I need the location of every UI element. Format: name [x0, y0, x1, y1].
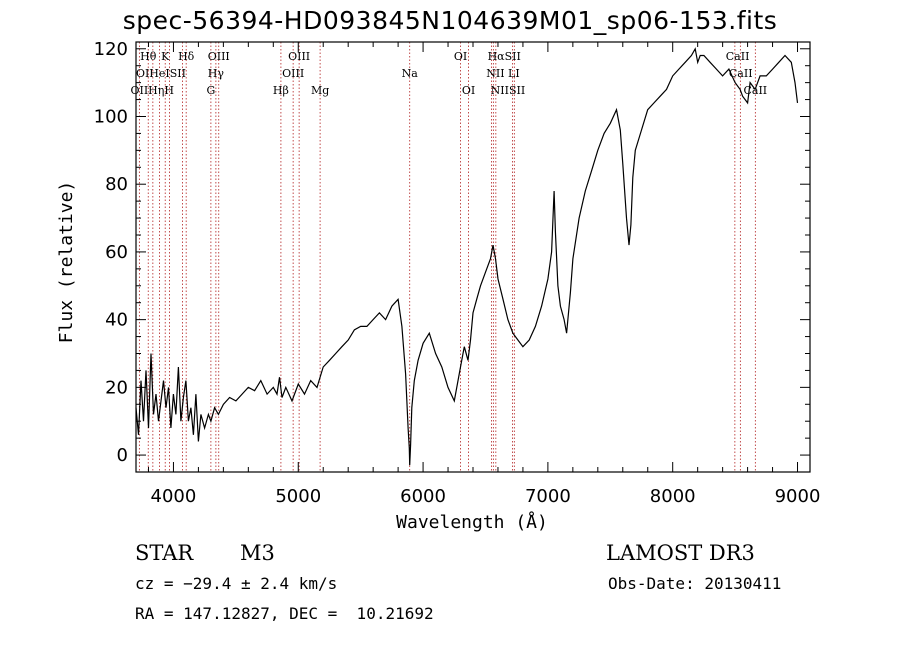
- object-subclass: M3: [240, 541, 275, 565]
- axis-ticks-layer: 4000 5000 6000 7000 8000 9000 0 20 40 60 80 100 120: [94, 39, 821, 507]
- obs-date-text: Obs-Date: 20130411: [608, 574, 782, 593]
- y-tick-label: 0: [117, 445, 128, 466]
- spectral-line-label: Mg: [311, 84, 329, 97]
- x-tick-label: 5000: [275, 486, 321, 507]
- spectral-line-label: CaII: [729, 67, 753, 80]
- spectral-line-label: Hθ: [140, 50, 157, 63]
- spectral-line-label: CaII: [726, 50, 750, 63]
- y-tick-label: 20: [105, 377, 128, 398]
- spectral-line-label: Na: [402, 67, 419, 80]
- y-tick-label: 40: [105, 310, 128, 331]
- y-tick-label: 100: [94, 106, 128, 127]
- x-tick-label: 9000: [775, 486, 821, 507]
- spectral-line-label: NIISII: [491, 84, 526, 97]
- spectral-line-label: K: [161, 50, 170, 63]
- x-tick-label: 6000: [400, 486, 446, 507]
- spectral-line-label: HαSII: [488, 50, 521, 63]
- object-class: STAR: [135, 541, 194, 565]
- spectral-line-label: Hδ: [178, 50, 195, 63]
- redshift-text: cz = −29.4 ± 2.4 km/s: [135, 574, 338, 593]
- spectral-line-labels-layer: Hθ K Hδ OIII OIII OI HαSII CaII OIHeISII Hγ OIII Na…: [130, 50, 767, 97]
- x-tick-label: 7000: [525, 486, 571, 507]
- y-tick-label: 120: [94, 39, 128, 60]
- x-tick-label: 4000: [151, 486, 197, 507]
- spectrum-line: [135, 47, 799, 466]
- spectral-line-label: G: [206, 84, 215, 97]
- survey-name: LAMOST DR3: [606, 541, 755, 565]
- y-tick-label: 80: [105, 174, 128, 195]
- plot-frame: [135, 41, 811, 473]
- spectral-line-label: OIII: [282, 67, 304, 80]
- spectral-line-label: OIHeISII: [136, 67, 186, 80]
- y-axis-label: Flux (relative): [56, 181, 77, 344]
- radec-text: RA = 147.12827, DEC = 10.21692: [135, 604, 434, 623]
- spectral-line-label: OIII: [288, 50, 310, 63]
- x-axis-label: Wavelength (Å): [396, 511, 548, 533]
- y-tick-label: 60: [105, 242, 128, 263]
- spectral-lines-layer: [138, 42, 756, 472]
- x-tick-label: 8000: [650, 486, 696, 507]
- spectral-line-label: OI: [462, 84, 475, 97]
- spectral-line-label: OI: [454, 50, 467, 63]
- spectral-line-label: OIII: [208, 50, 230, 63]
- spectral-line-label: Hγ: [208, 67, 225, 80]
- spectral-line-label: NII LI: [486, 67, 519, 80]
- chart-title: spec-56394-HD093845N104639M01_sp06-153.f…: [122, 6, 778, 35]
- spectral-line-label: Hβ: [273, 84, 289, 97]
- spectral-line-label: OIIHηH: [130, 84, 173, 97]
